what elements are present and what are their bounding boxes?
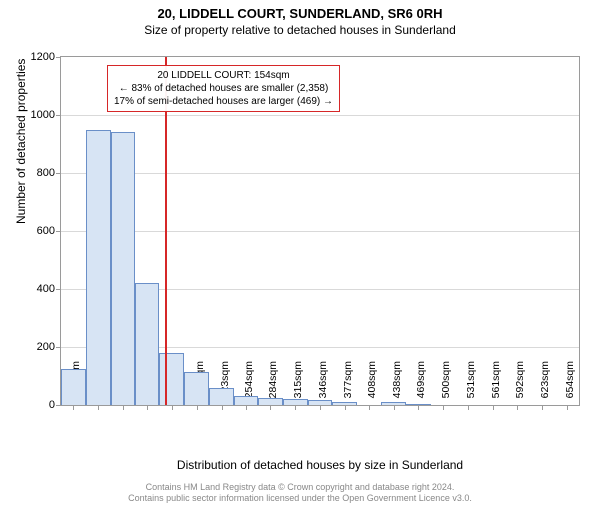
plot-area: 20 LIDDELL COURT: 154sqm ← 83% of detach… <box>60 56 580 406</box>
y-tick-label: 1200 <box>31 51 61 63</box>
histogram-bar <box>135 283 160 405</box>
x-tick-label: 561sqm <box>490 361 502 411</box>
footer-line1: Contains HM Land Registry data © Crown c… <box>0 482 600 493</box>
histogram-bar <box>258 398 283 405</box>
plot-wrapper: 20 LIDDELL COURT: 154sqm ← 83% of detach… <box>60 56 580 406</box>
x-tick-label: 500sqm <box>440 361 452 411</box>
gridline <box>61 173 579 174</box>
annotation-line2: ← 83% of detached houses are smaller (2,… <box>114 82 333 95</box>
annotation-box: 20 LIDDELL COURT: 154sqm ← 83% of detach… <box>107 65 340 112</box>
histogram-bar <box>111 132 135 405</box>
histogram-bar <box>209 388 234 405</box>
histogram-bar <box>234 396 258 405</box>
histogram-bar <box>283 399 308 405</box>
y-tick-label: 200 <box>37 341 61 353</box>
footer: Contains HM Land Registry data © Crown c… <box>0 482 600 504</box>
histogram-bar <box>381 402 406 405</box>
y-tick-label: 400 <box>37 283 61 295</box>
histogram-bar <box>332 402 357 405</box>
y-tick-label: 800 <box>37 167 61 179</box>
histogram-bar <box>308 400 333 405</box>
x-tick-label: 408sqm <box>366 361 378 411</box>
y-tick-label: 1000 <box>31 109 61 121</box>
histogram-bar <box>159 353 184 405</box>
histogram-bar <box>61 369 86 405</box>
gridline <box>61 231 579 232</box>
chart-container: 20, LIDDELL COURT, SUNDERLAND, SR6 0RH S… <box>0 6 600 506</box>
x-axis-label: Distribution of detached houses by size … <box>60 458 580 472</box>
x-tick-label: 531sqm <box>465 361 477 411</box>
histogram-bar <box>184 372 209 405</box>
chart-subtitle: Size of property relative to detached ho… <box>0 23 600 37</box>
footer-line2: Contains public sector information licen… <box>0 493 600 504</box>
x-tick-label: 592sqm <box>514 361 526 411</box>
annotation-line3: 17% of semi-detached houses are larger (… <box>114 95 333 108</box>
gridline <box>61 115 579 116</box>
x-tick-label: 623sqm <box>539 361 551 411</box>
x-tick-label: 654sqm <box>564 361 576 411</box>
y-tick-label: 600 <box>37 225 61 237</box>
histogram-bar <box>406 404 431 405</box>
annotation-line1: 20 LIDDELL COURT: 154sqm <box>114 69 333 82</box>
chart-title: 20, LIDDELL COURT, SUNDERLAND, SR6 0RH <box>0 6 600 21</box>
histogram-bar <box>86 130 111 406</box>
y-tick-label: 0 <box>49 399 61 411</box>
y-axis-label: Number of detached properties <box>14 59 28 224</box>
